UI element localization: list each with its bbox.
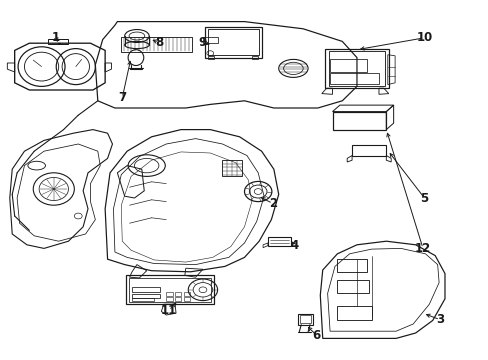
Bar — [132, 298, 154, 301]
Bar — [132, 294, 160, 298]
Bar — [207, 56, 213, 59]
Text: 7: 7 — [118, 91, 126, 104]
Text: 2: 2 — [268, 197, 276, 210]
Text: 8: 8 — [155, 36, 163, 49]
Bar — [166, 292, 172, 296]
Bar — [166, 297, 172, 301]
Text: 3: 3 — [435, 313, 443, 326]
Text: 4: 4 — [290, 239, 298, 252]
Bar — [175, 297, 181, 301]
Bar — [205, 27, 261, 58]
Bar — [121, 37, 192, 52]
Bar — [328, 51, 385, 86]
Text: 1: 1 — [52, 31, 60, 44]
Text: 12: 12 — [414, 242, 430, 255]
Bar — [351, 145, 386, 156]
Text: 10: 10 — [415, 31, 432, 44]
Bar — [129, 278, 211, 302]
Bar — [337, 259, 366, 272]
Bar — [332, 112, 386, 130]
Text: 5: 5 — [420, 192, 427, 204]
Bar — [222, 160, 242, 176]
Bar — [126, 275, 214, 304]
Bar — [267, 237, 291, 246]
Bar — [183, 297, 190, 301]
Bar — [208, 29, 258, 55]
Text: 6: 6 — [312, 329, 320, 342]
Bar — [300, 315, 310, 323]
Bar — [203, 37, 217, 43]
Bar — [252, 56, 258, 59]
Bar — [183, 292, 190, 296]
Bar — [298, 314, 312, 325]
Bar — [337, 280, 368, 293]
Bar — [337, 306, 371, 320]
Bar — [329, 73, 378, 84]
Text: 9: 9 — [199, 36, 206, 49]
Bar — [329, 59, 366, 72]
Bar — [325, 49, 388, 88]
Text: 11: 11 — [160, 304, 177, 317]
Bar — [175, 292, 181, 296]
Bar — [132, 287, 160, 292]
